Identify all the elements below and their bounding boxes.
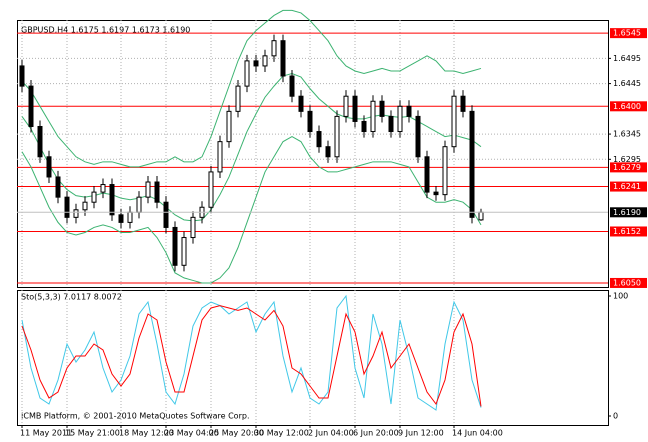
candle-body [235,85,241,112]
candle-body [226,110,232,143]
level-label-box [610,277,647,288]
candle-body [136,196,142,213]
candle-body [172,226,178,266]
y-tick-label: 1.6495 [613,54,641,63]
candle-body [271,40,277,57]
level-label-box [610,226,647,237]
x-tick-label: 23 May 04:00 [164,429,219,438]
chart-title: GBPUSD,H4 1.6175 1.6197 1.6173 1.6190 [21,26,190,35]
stoch-panel [17,290,609,426]
level-label: 1.6152 [613,227,641,236]
last-price-box [610,207,647,218]
candle-body [397,105,403,133]
candle-body [64,196,70,218]
footer: ICMB Platform, © 2001-2010 MetaQuotes So… [21,412,250,421]
candle-body [370,100,376,133]
candle-body [334,115,340,158]
candle-body [118,214,124,223]
candle-body [388,115,394,133]
x-tick-label: 11 May 2011 [20,429,72,438]
candle-body [307,110,313,133]
x-tick-label: 18 May 12:00 [119,429,174,438]
candle-body [91,191,97,203]
candle-body [163,201,169,228]
level-label-box [610,181,647,192]
candle-body [28,85,34,127]
candle-body [208,171,214,208]
band-line [21,72,482,222]
candle-body [262,55,268,67]
candle-body [82,201,88,211]
band-line [21,9,482,168]
candle-body [253,60,259,67]
level-label-box [610,28,647,39]
level-label: 1.6279 [613,163,641,172]
main-panel [17,20,609,288]
candle-body [460,95,466,112]
candle-body [55,176,61,198]
candle-body [478,211,484,221]
level-label: 1.6545 [613,29,641,38]
x-tick-label: 6 Jun 20:00 [353,429,399,438]
candle-body [316,131,322,148]
candle-body [154,181,160,203]
candle-body [280,40,286,77]
candle-body [190,216,196,239]
y-tick-label: 100 [613,292,628,301]
candle-body [325,146,331,158]
candle-body [109,184,115,216]
y-tick-label: 1.6345 [613,130,641,139]
candle-body [127,211,133,223]
candle-body [298,95,304,112]
stoch-line [21,305,482,407]
stoch-title: Sto(5,3,3) 7.0117 8.0072 [21,293,122,302]
candle-body [244,60,250,87]
candle-body [19,65,25,87]
candle-body [343,95,349,117]
candle-body [289,75,295,97]
level-label-box [610,101,647,112]
y-tick-label: 0 [613,412,618,421]
x-tick-label: 9 Jun 12:00 [398,429,444,438]
y-tick-label: 1.6295 [613,155,641,164]
level-label: 1.6400 [613,102,641,111]
candle-body [100,184,106,193]
candle-body [181,237,187,266]
candle-body [451,95,457,148]
x-tick-label: 30 May 12:00 [254,429,309,438]
candle-body [37,125,43,158]
candle-body [73,209,79,218]
candle-body [424,156,430,193]
candle-body [217,141,223,173]
x-tick-label: 14 Jun 04:00 [452,429,503,438]
candle-body [352,95,358,122]
candle-body [379,100,385,117]
last-price-label: 1.6190 [613,208,641,217]
candle-body [46,156,52,178]
x-tick-label: 25 May 20:00 [209,429,264,438]
level-label: 1.6241 [613,182,641,191]
x-tick-label: 2 Jun 04:00 [308,429,354,438]
candle-body [442,146,448,196]
y-tick-label: 1.6445 [613,79,641,88]
candle-body [361,120,367,133]
candle-body [145,181,151,198]
stoch-line [21,294,482,411]
candle-body [469,110,475,218]
level-label: 1.6050 [613,278,641,287]
level-label-box [610,162,647,173]
band-line [21,136,482,284]
candle-body [433,191,439,196]
candle-body [406,105,412,117]
x-tick-label: 15 May 21:00 [65,429,120,438]
candle-body [415,115,421,158]
